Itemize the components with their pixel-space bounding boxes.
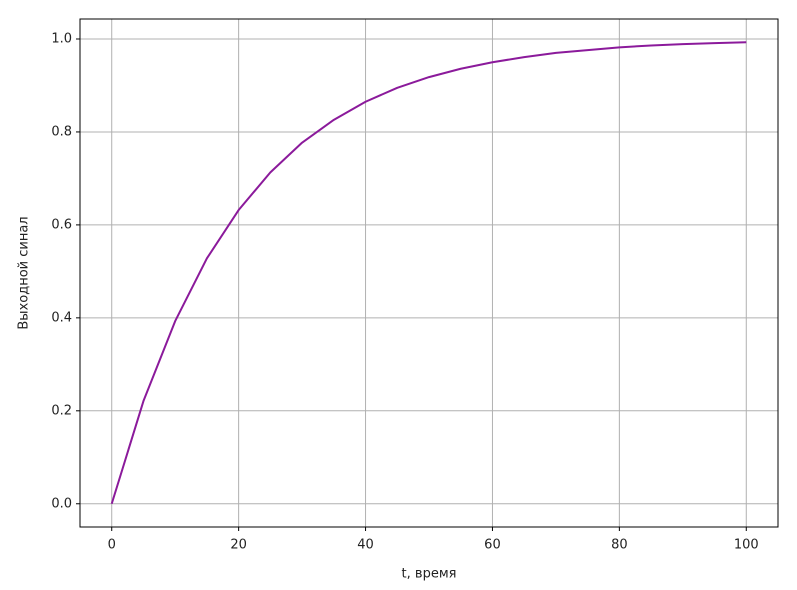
line-series [110,41,747,505]
y-axis-label: Выходной синал [17,216,32,329]
y-tick-label: 0.0 [51,496,72,511]
y-tick-label: 0.6 [51,217,72,232]
x-axis-label: t, время [402,567,457,582]
x-tick-label: 80 [611,538,628,553]
x-tick-label: 60 [484,538,501,553]
y-tick-label: 1.0 [51,31,72,46]
x-tick-label: 0 [108,538,116,553]
x-tick-label: 100 [734,538,759,553]
x-tick-label: 40 [357,538,374,553]
plot-frame [79,18,779,528]
y-tick-label: 0.4 [51,310,72,325]
y-tick-label: 0.2 [51,403,72,418]
x-tick-label: 20 [230,538,247,553]
y-tick-label: 0.8 [51,124,72,139]
